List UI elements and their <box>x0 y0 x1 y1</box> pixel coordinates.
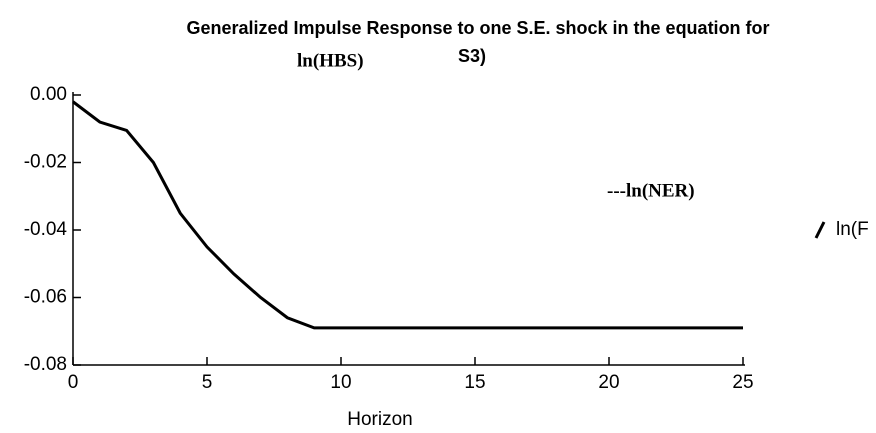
y-tick-label: 0.00 <box>30 84 67 105</box>
x-tick-label: 10 <box>330 372 351 393</box>
legend-swatch <box>814 221 826 239</box>
line <box>72 100 743 330</box>
chart-subtitle: ln(HBS) <box>297 50 364 71</box>
legend-label: ln(F <box>836 219 869 240</box>
y-tick-label: -0.02 <box>24 152 67 173</box>
chart-title: Generalized Impulse Response to one S.E.… <box>186 18 769 38</box>
x-tick-label: 20 <box>598 372 619 393</box>
y-tick-label: -0.04 <box>24 219 68 240</box>
x-axis-label: Horizon <box>347 409 412 430</box>
x-tick-label: 15 <box>464 372 485 393</box>
annotation: ---ln(NER) <box>607 180 695 201</box>
y-tick-label: -0.06 <box>24 287 67 308</box>
x-tick-label: 25 <box>732 372 753 393</box>
x-tick-label: 5 <box>202 372 213 393</box>
y-tick-label: -0.08 <box>24 354 67 375</box>
x-tick-label: 0 <box>68 372 79 393</box>
subtitle-overlap: S3) <box>458 46 486 66</box>
